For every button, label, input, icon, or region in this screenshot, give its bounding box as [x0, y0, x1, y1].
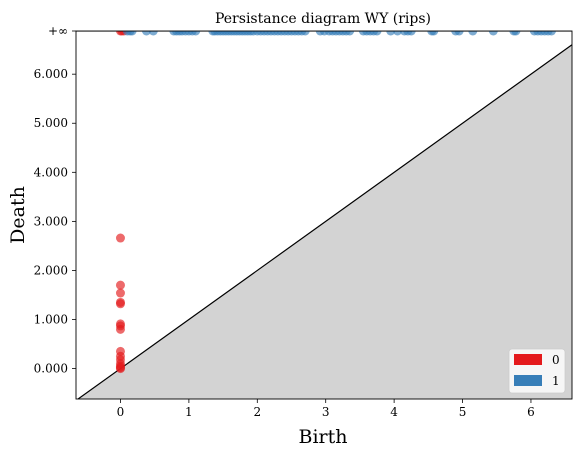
point-dim0	[115, 364, 125, 374]
point-dim0	[115, 233, 125, 243]
x-tick-label: 1	[185, 405, 193, 419]
diagonal-shade	[76, 44, 572, 399]
point-infinite-dim1	[468, 31, 478, 36]
diagonal-line	[77, 44, 572, 399]
point-infinite-dim1	[345, 31, 355, 36]
point-infinite-dim1	[372, 31, 382, 36]
x-axis-label: Birth	[299, 426, 348, 448]
point-infinite-dim1	[191, 31, 201, 36]
y-tick-label: 5.000	[34, 116, 68, 130]
below-diagonal-region	[76, 31, 572, 399]
point-infinite-dim1	[546, 31, 556, 36]
x-tick-label: 2	[253, 405, 261, 419]
y-tick-label: 1.000	[34, 313, 68, 327]
points-layer	[115, 31, 556, 374]
point-infinite-dim1	[429, 31, 439, 36]
point-dim0	[115, 280, 125, 290]
chart-title: Persistance diagram WY (rips)	[215, 11, 431, 27]
axis-ticks: 0 1 2 3 4 5 6 0.000 1.000 2.000 3.000 4.000 5.000 6.0…	[34, 24, 535, 419]
legend-swatch-1	[514, 375, 542, 386]
x-tick-label: 5	[459, 405, 467, 419]
point-infinite-dim1	[454, 31, 464, 36]
y-tick-label-infinity: +∞	[48, 24, 68, 38]
point-dim0	[115, 299, 125, 309]
y-axis-label: Death	[7, 186, 29, 244]
point-infinite-dim1	[511, 31, 521, 36]
legend-swatch-0	[514, 354, 542, 365]
y-tick-label: 6.000	[34, 67, 68, 81]
point-infinite-dim1	[488, 31, 498, 36]
legend: 0 1	[508, 348, 566, 394]
legend-label-1: 1	[552, 374, 560, 388]
point-dim0	[115, 288, 125, 298]
x-tick-label: 4	[390, 405, 398, 419]
plot-frame	[75, 30, 573, 400]
y-tick-label: 3.000	[34, 214, 68, 228]
x-tick-label: 6	[527, 405, 535, 419]
point-infinite-dim1	[386, 31, 396, 36]
y-tick-label: 0.000	[34, 362, 68, 376]
point-infinite-dim1	[141, 31, 151, 36]
x-tick-label: 3	[322, 405, 330, 419]
point-infinite-dim1	[406, 31, 416, 36]
point-infinite-dim1	[393, 31, 403, 36]
x-tick-label: 0	[117, 405, 125, 419]
point-infinite-dim1	[300, 31, 310, 36]
point-infinite-dim1	[127, 31, 137, 36]
legend-label-0: 0	[552, 353, 560, 367]
y-tick-label: 4.000	[34, 165, 68, 179]
y-tick-label: 2.000	[34, 263, 68, 277]
point-dim0	[115, 324, 125, 334]
point-infinite-dim1	[148, 31, 158, 36]
